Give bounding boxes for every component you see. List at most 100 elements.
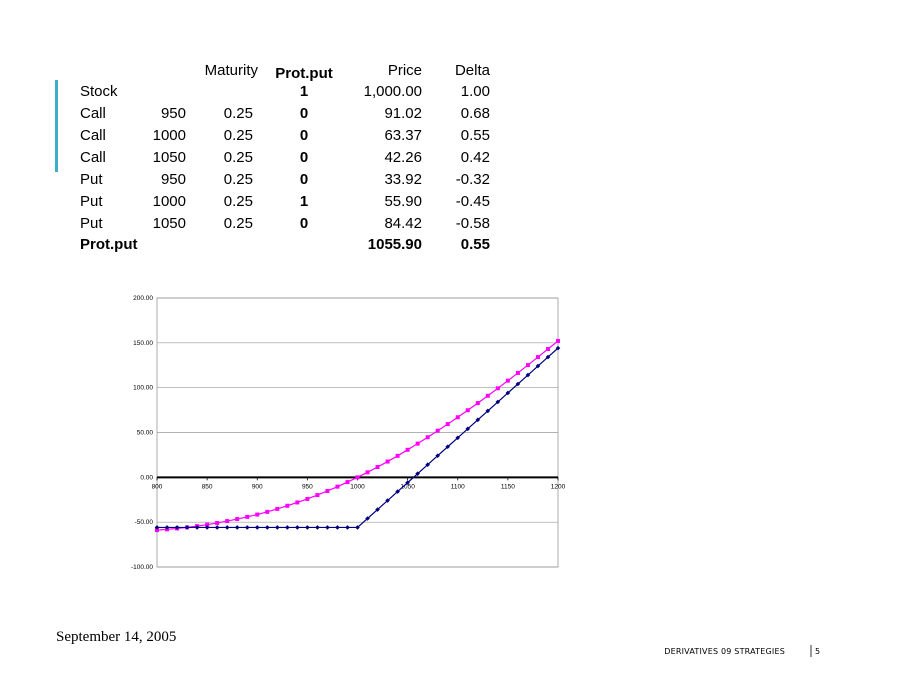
point xyxy=(225,519,230,524)
point xyxy=(556,338,560,343)
point xyxy=(525,363,530,368)
point xyxy=(275,506,280,511)
table-cell: 1050 xyxy=(153,215,186,232)
table-cell: 63.37 xyxy=(384,127,422,144)
point xyxy=(465,426,471,432)
table-cell: 55.90 xyxy=(384,193,422,210)
x-tick-label: 1100 xyxy=(451,483,465,490)
table-cell: Prot.put xyxy=(80,236,138,253)
point xyxy=(405,447,410,452)
y-tick-label: 200.00 xyxy=(133,295,153,302)
point xyxy=(455,415,460,420)
table-cell: 0 xyxy=(300,127,308,144)
point xyxy=(475,401,480,406)
point xyxy=(395,489,400,494)
point xyxy=(525,372,531,378)
point xyxy=(455,435,461,441)
table-cell: 0.25 xyxy=(224,149,253,166)
point xyxy=(335,484,340,489)
point xyxy=(215,520,220,525)
point xyxy=(505,390,511,396)
table-cell: Put xyxy=(80,193,103,210)
point xyxy=(154,525,160,530)
table-cell: Prot.put xyxy=(275,65,333,82)
y-tick-label: 100.00 xyxy=(133,385,153,392)
point xyxy=(345,525,350,530)
table-cell: 91.02 xyxy=(384,105,422,122)
table-cell: 0 xyxy=(300,149,308,166)
point xyxy=(235,517,240,522)
page-number: 5 xyxy=(815,647,820,656)
table-cell: Put xyxy=(80,215,103,232)
point xyxy=(325,525,330,530)
point xyxy=(375,507,380,512)
point xyxy=(305,496,310,501)
point xyxy=(545,354,551,360)
point xyxy=(415,441,420,446)
table-cell: 0.25 xyxy=(224,193,253,210)
point xyxy=(234,525,240,530)
table-cell: 0.68 xyxy=(461,105,490,122)
point xyxy=(515,370,520,375)
table-cell: -0.32 xyxy=(456,171,490,188)
y-tick-label: 0.00 xyxy=(140,474,153,481)
point xyxy=(465,408,470,413)
point xyxy=(515,381,521,387)
point xyxy=(255,512,260,517)
table-cell: 1055.90 xyxy=(368,236,422,253)
table-cell: 950 xyxy=(161,105,186,122)
y-tick-label: -50.00 xyxy=(135,519,154,526)
x-tick-label: 1200 xyxy=(551,483,566,490)
point xyxy=(194,525,200,530)
point xyxy=(174,525,180,530)
x-tick-label: 900 xyxy=(252,483,263,490)
point xyxy=(375,465,380,470)
table-cell: -0.58 xyxy=(456,215,490,232)
table-cell: 1050 xyxy=(153,149,186,166)
point xyxy=(224,525,230,530)
point xyxy=(305,525,310,530)
x-tick-label: 1050 xyxy=(400,483,415,490)
point xyxy=(285,525,290,530)
point xyxy=(155,528,159,533)
x-tick-label: 950 xyxy=(302,483,313,490)
table-cell: 1.00 xyxy=(461,83,490,100)
point xyxy=(475,417,481,423)
point xyxy=(164,525,170,530)
x-tick-label: 1000 xyxy=(350,483,365,490)
point xyxy=(214,525,220,530)
table-cell: Call xyxy=(80,149,106,166)
table-cell: Call xyxy=(80,127,106,144)
point xyxy=(264,525,270,530)
point xyxy=(435,453,440,459)
x-tick-label: 850 xyxy=(202,483,213,490)
table-cell: 1,000.00 xyxy=(364,83,422,100)
date: September 14, 2005 xyxy=(56,629,176,645)
table-cell: 1 xyxy=(300,193,308,210)
x-tick-label: 1150 xyxy=(501,483,515,490)
point xyxy=(335,525,340,530)
point xyxy=(365,516,370,521)
table-cell: Stock xyxy=(80,83,118,100)
y-tick-label: -100.00 xyxy=(131,564,153,571)
table-cell: 0.25 xyxy=(224,105,253,122)
point xyxy=(315,525,320,530)
point xyxy=(435,428,440,433)
point xyxy=(295,525,300,530)
table-cell: Call xyxy=(80,105,106,122)
y-tick-label: 150.00 xyxy=(133,340,153,347)
table-cell: 0 xyxy=(300,215,308,232)
table-cell: 950 xyxy=(161,171,186,188)
point xyxy=(285,503,290,508)
table-cell: 0.55 xyxy=(461,236,490,253)
point xyxy=(244,525,250,530)
point xyxy=(485,393,490,398)
point xyxy=(425,462,430,467)
point xyxy=(535,355,540,360)
table-cell: Maturity xyxy=(205,62,259,79)
table-cell: -0.45 xyxy=(456,193,490,210)
point xyxy=(495,386,500,391)
point xyxy=(385,459,390,464)
point xyxy=(355,475,360,480)
table-cell: 0.25 xyxy=(224,127,253,144)
